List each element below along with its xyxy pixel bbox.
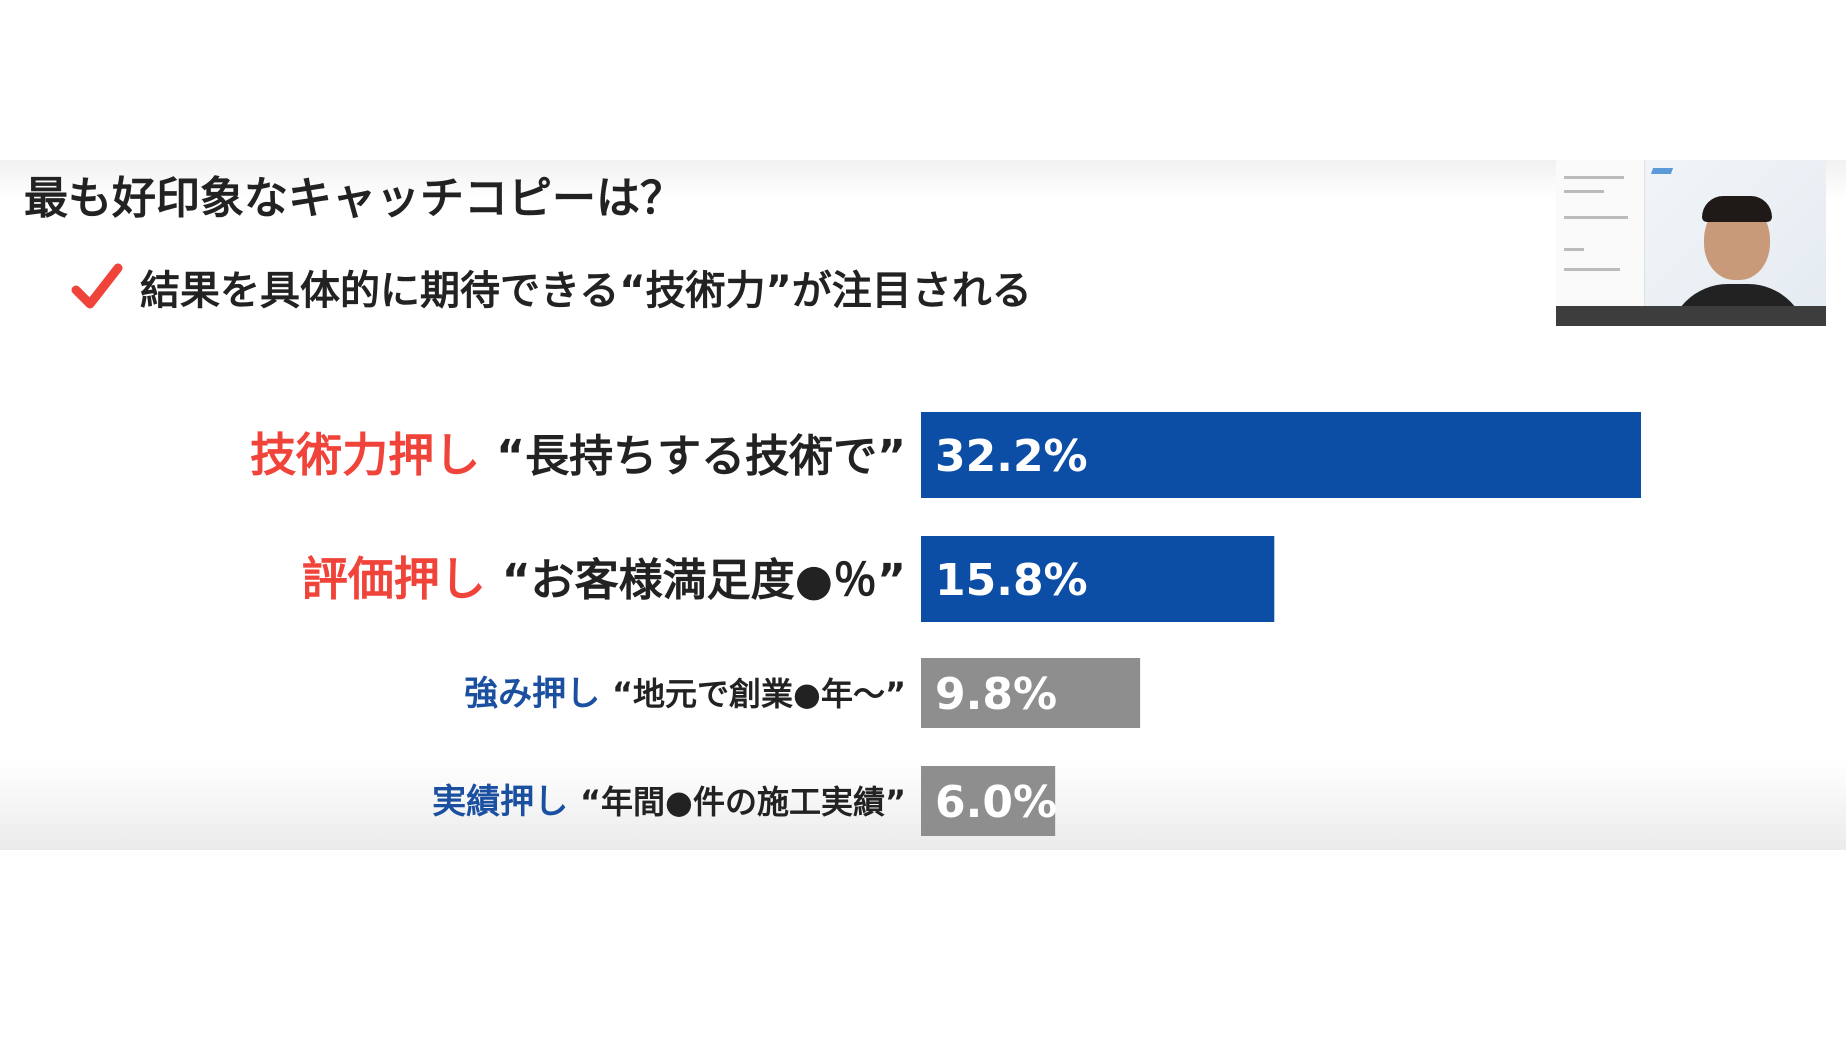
category-name-1: 技術力押し xyxy=(250,428,496,482)
checkmark-icon xyxy=(71,263,123,309)
catchcopy-2: “お客様満足度●％” xyxy=(502,555,906,606)
bar-2 xyxy=(921,536,1275,622)
category-name-4: 実績押し xyxy=(432,782,580,822)
webcam-thumbnail xyxy=(1556,160,1826,326)
bar-value-label-4: 6.0% xyxy=(935,777,1057,828)
category-label-4: 実績押し “年間●件の施工実績” xyxy=(432,782,906,822)
category-name-2: 評価押し xyxy=(302,552,502,606)
bar-value-label-2: 15.8% xyxy=(935,555,1088,606)
finding-text: 結果を具体的に期待できる“技術力”が注目される xyxy=(140,268,1032,314)
category-label-2: 評価押し “お客様満足度●％” xyxy=(302,552,906,606)
slide-background xyxy=(0,160,1846,850)
slide-title: 最も好印象なキャッチコピーは？ xyxy=(24,173,684,224)
bar-value-label-3: 9.8% xyxy=(935,669,1057,720)
catchcopy-1: “長持ちする技術で” xyxy=(496,431,906,482)
bar-3 xyxy=(921,658,1141,728)
bar-value-label-1: 32.2% xyxy=(935,431,1088,482)
bar-1 xyxy=(921,412,1641,498)
webcam-document xyxy=(1556,160,1645,310)
category-name-3: 強み押し xyxy=(464,674,612,714)
finding-row: 結果を具体的に期待できる“技術力”が注目される xyxy=(70,258,1032,316)
presenter-name-bar xyxy=(1556,306,1826,326)
presenter-hair xyxy=(1702,196,1772,222)
category-label-1: 技術力押し “長持ちする技術で” xyxy=(250,428,906,482)
webcam-logo xyxy=(1650,168,1674,174)
category-label-3: 強み押し “地元で創業●年～” xyxy=(464,674,906,714)
catchcopy-3: “地元で創業●年～” xyxy=(612,675,906,713)
bar-4 xyxy=(921,766,1056,836)
catchcopy-4: “年間●件の施工実績” xyxy=(580,783,906,821)
